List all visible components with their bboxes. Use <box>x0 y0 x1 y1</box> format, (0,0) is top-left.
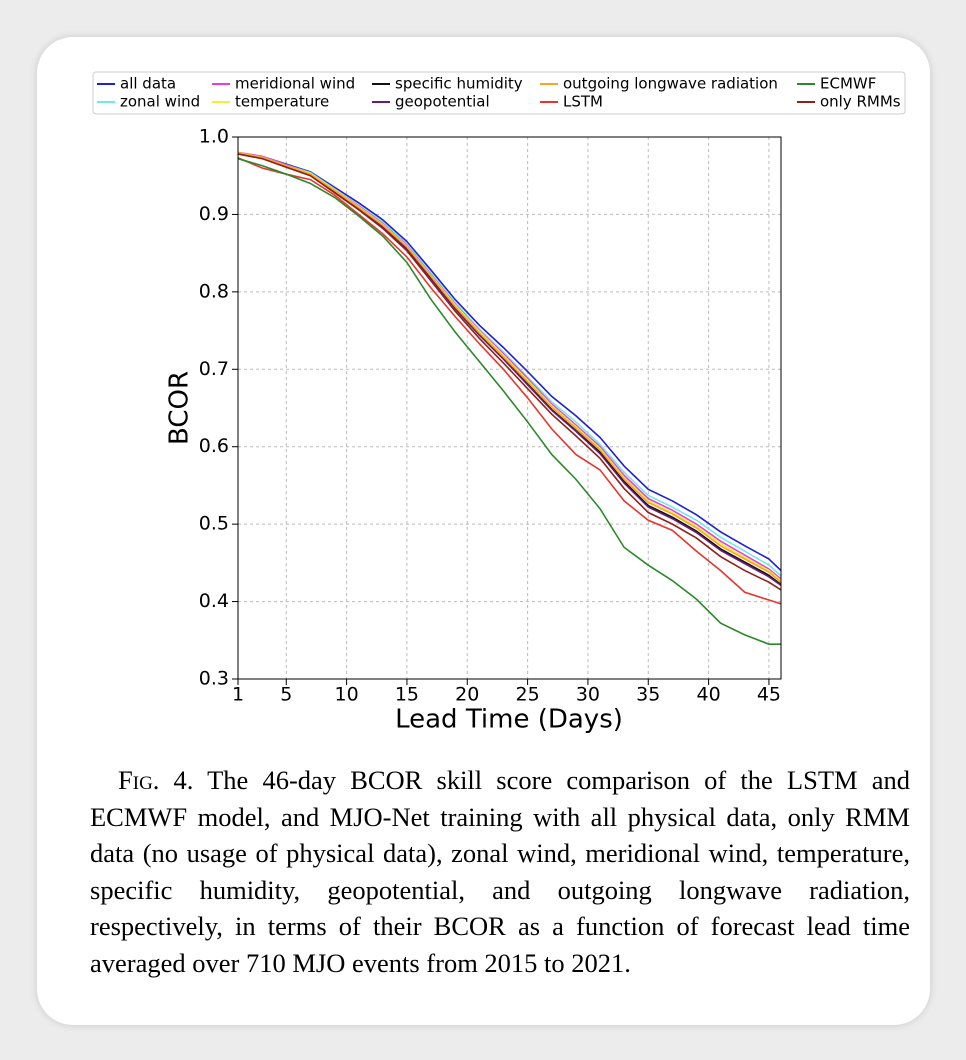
chart: BCOR Lead Time (Days) 0.3 0.4 0.5 0.6 0.7 0.8… <box>92 71 906 735</box>
legend-label: temperature <box>235 93 329 111</box>
legend-box <box>92 71 906 115</box>
x-axis-label: Lead Time (Days) <box>395 705 623 735</box>
y-tick-label: 0.3 <box>199 668 229 690</box>
series-line <box>237 153 782 591</box>
y-tick-label: 0.6 <box>199 435 229 457</box>
x-tick-label: 10 <box>335 684 359 706</box>
y-tick-label: 0.9 <box>199 203 229 225</box>
legend-label: geopotential <box>395 93 490 111</box>
caption-label: Fig. 4. <box>118 765 194 795</box>
legend-label: specific humidity <box>395 75 523 93</box>
y-tick-label: 0.8 <box>199 280 229 302</box>
x-tick-label: 45 <box>757 684 781 706</box>
x-tick-label: 15 <box>395 684 419 706</box>
series-line <box>237 157 781 645</box>
y-tick-label: 0.5 <box>199 513 229 535</box>
series-line <box>237 151 782 583</box>
x-tick-label: 25 <box>516 684 540 706</box>
x-tick-label: 1 <box>232 684 244 706</box>
x-tick-label: 20 <box>455 684 479 706</box>
x-tick-label: 5 <box>280 684 292 706</box>
legend-label: ECMWF <box>820 75 876 93</box>
legend-label: outgoing longwave radiation <box>563 75 778 93</box>
x-tick-label: 35 <box>636 684 660 706</box>
y-tick-label: 0.7 <box>199 358 229 380</box>
x-tick-label: 40 <box>697 684 721 706</box>
y-tick-label: 0.4 <box>199 590 229 612</box>
series-line <box>237 151 782 572</box>
x-tick-label: 30 <box>576 684 600 706</box>
series-line <box>237 157 782 605</box>
y-axis-label: BCOR <box>165 371 195 445</box>
y-tick-label: 1.0 <box>199 126 229 148</box>
caption-text: The 46-day BCOR skill score comparison o… <box>90 765 910 978</box>
legend-label: only RMMs <box>820 93 901 111</box>
legend-label: all data <box>120 75 176 93</box>
legend-label: meridional wind <box>235 75 355 93</box>
plot-frame <box>237 136 782 680</box>
legend-label: LSTM <box>563 93 603 111</box>
caption: Fig. 4. The 46-day BCOR skill score comp… <box>90 762 910 981</box>
legend-label: zonal wind <box>120 93 200 111</box>
